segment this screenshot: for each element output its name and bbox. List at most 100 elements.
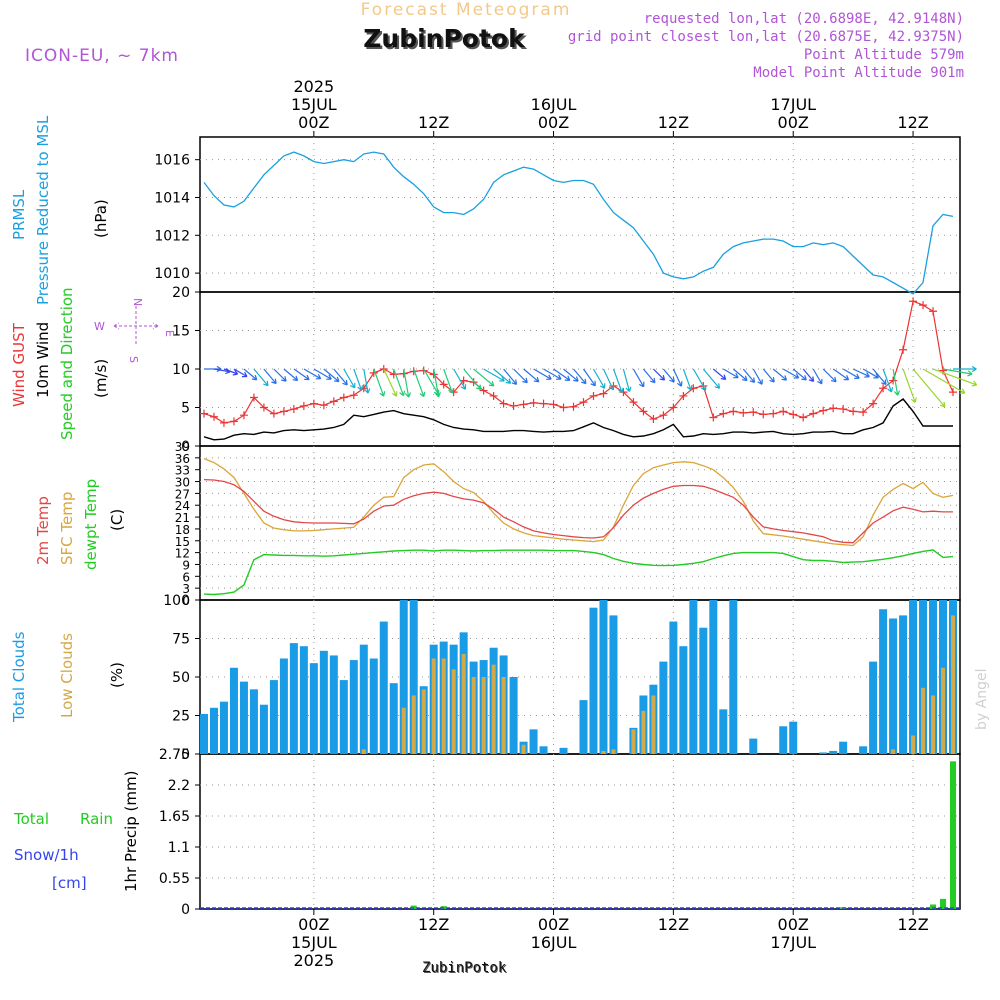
wind-direction-arrow [852, 368, 870, 378]
wind-direction-arrow [503, 368, 518, 385]
wind-direction-arrow [573, 368, 587, 385]
low-cloud-bar [471, 677, 476, 754]
total-cloud-bar [679, 646, 688, 754]
gust-marker [409, 367, 418, 376]
wind-direction-arrow [283, 368, 299, 382]
wind-direction-arrow [953, 365, 977, 373]
rain-bar [930, 904, 937, 909]
gust-marker [679, 391, 688, 400]
gust-marker [639, 407, 648, 416]
wind-direction-arrow [363, 368, 371, 394]
footer-location-shadow: ZubinPotok [423, 961, 508, 977]
gust-marker [269, 409, 278, 418]
rain-bar [950, 761, 957, 909]
gust-marker [799, 413, 808, 422]
panel-pressure: 1010 1012 1014 1016 [154, 136, 961, 293]
pressure-ytick-label: 1014 [154, 190, 190, 206]
footer-location: ZubinPotok [422, 960, 507, 976]
total-cloud-bar [559, 747, 568, 754]
wind-direction-arrow [393, 368, 406, 397]
pressure-label-prmsl: PRMSL [10, 189, 28, 240]
wind-direction-arrow [922, 368, 966, 394]
wind-direction-arrow [313, 368, 332, 380]
total-cloud-bar [919, 600, 928, 754]
precip-ytick-label: 0.55 [159, 871, 190, 887]
wind-ytick-label: 20 [172, 285, 190, 301]
total-cloud-bar [869, 661, 878, 754]
wind-direction-arrow [333, 368, 348, 386]
gust-marker [869, 399, 878, 408]
total-cloud-bar [329, 655, 338, 754]
wind-direction-arrow [323, 368, 340, 383]
total-cloud-bar [899, 615, 908, 754]
gust-marker [549, 400, 558, 409]
pressure-label-unit: (hPa) [92, 199, 110, 238]
total-cloud-bar [729, 600, 738, 754]
gust-marker [739, 408, 748, 417]
gust-marker [729, 407, 738, 416]
wind-direction-arrow [702, 368, 721, 389]
wind-direction-arrow [243, 368, 258, 381]
time-bottom-label: 12Z [418, 915, 449, 934]
low-cloud-bar [401, 707, 406, 754]
wind-ytick-label: 5 [181, 401, 190, 417]
low-cloud-bar [441, 658, 446, 754]
temperature-ytick-label: 6 [182, 570, 190, 584]
wind-direction-arrow [652, 368, 666, 381]
temperature-ytick-label: 18 [175, 523, 190, 537]
wind-direction-arrow [602, 368, 615, 391]
gust-marker [299, 401, 308, 410]
clouds-ytick-label: 100 [163, 593, 190, 609]
gust-marker [709, 413, 718, 422]
gust-marker [249, 393, 258, 402]
wind-direction-arrow [622, 368, 632, 393]
wind-direction-arrow [932, 368, 978, 387]
pressure-ytick-label: 1016 [154, 153, 190, 169]
total-cloud-bar [859, 746, 868, 754]
wind-direction-arrow [583, 368, 596, 387]
clouds-ytick-label: 75 [172, 632, 190, 648]
total-cloud-bar [339, 680, 348, 754]
gust-marker [199, 409, 208, 418]
wind-direction-arrow [892, 368, 901, 396]
gust-marker [599, 389, 608, 398]
compass-rose [113, 306, 159, 346]
pressure-ytick-label: 1012 [154, 228, 190, 244]
wind-direction-arrow [463, 368, 482, 391]
wind-direction-arrow [543, 368, 562, 380]
low-cloud-bar [951, 615, 956, 754]
temperature-ytick-label: 12 [175, 547, 190, 561]
gust-marker [239, 411, 248, 420]
cloud-label-low: Low Clouds [58, 633, 76, 718]
wind-direction-arrow [303, 368, 322, 380]
total-cloud-bar [389, 683, 398, 754]
wind-direction-arrow [782, 368, 800, 379]
low-cloud-bar [891, 749, 896, 754]
gust-marker [789, 410, 798, 419]
wind-direction-arrow [443, 368, 454, 394]
time-bottom-label: 00Z [538, 915, 569, 934]
wind-direction-arrow [533, 368, 552, 380]
wind-ytick-label: 0 [181, 439, 190, 455]
wind-speed-line [203, 398, 953, 441]
wind-direction-arrow [942, 368, 973, 377]
total-cloud-bar [889, 618, 898, 754]
gust-marker [309, 399, 318, 408]
low-cloud-bar [641, 710, 646, 754]
gust-marker [489, 391, 498, 400]
location-title: ZubinPotok [363, 24, 526, 53]
time-bottom-label: 17JUL [770, 933, 816, 952]
gust-marker [919, 301, 928, 310]
total-cloud-bar [749, 738, 758, 754]
gust-marker [519, 400, 528, 409]
wind-direction-arrow [712, 368, 727, 380]
location-title-shadow: ZubinPotok [365, 26, 528, 55]
cloud-label-unit: (%) [108, 662, 126, 688]
total-cloud-bar [299, 646, 308, 754]
wind-direction-arrow [642, 368, 656, 384]
wind-direction-arrow [413, 368, 426, 398]
total-cloud-bar [879, 609, 888, 754]
gust-marker [909, 297, 918, 306]
precip-label-rain: Rain [80, 810, 113, 828]
